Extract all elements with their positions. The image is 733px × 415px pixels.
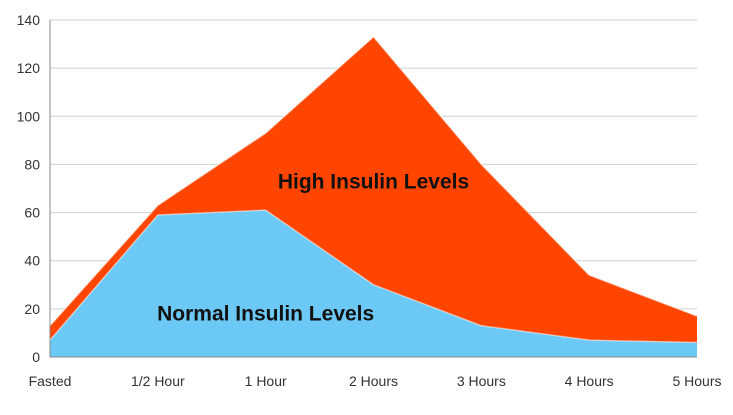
axes — [49, 20, 697, 358]
annotation-label-1: Normal Insulin Levels — [157, 303, 374, 326]
x-tick-label: Fasted — [29, 373, 72, 389]
x-tick-label: 3 Hours — [457, 373, 506, 389]
x-tick-label: 2 Hours — [349, 373, 398, 389]
plot-areas — [49, 35, 698, 357]
annotation-label-0: High Insulin Levels — [278, 170, 469, 193]
y-tick-label: 120 — [17, 60, 41, 76]
y-tick-label: 40 — [24, 253, 40, 269]
x-tick-label: 4 Hours — [565, 373, 614, 389]
x-tick-label: 1 Hour — [245, 373, 287, 389]
annotations: High Insulin Levels Normal Insulin Levels — [157, 170, 469, 325]
y-tick-label: 20 — [24, 301, 40, 317]
y-tick-label: 80 — [24, 156, 40, 172]
y-tick-label: 60 — [24, 205, 40, 221]
x-tick-label: 5 Hours — [672, 373, 721, 389]
y-tick-label: 100 — [17, 108, 41, 124]
x-tick-label: 1/2 Hour — [131, 373, 185, 389]
y-tick-label: 0 — [32, 349, 40, 365]
y-tick-label: 140 — [17, 12, 41, 28]
tick-labels: 0 20 40 60 80 100 120 140 Fasted 1/2 Hour 1 Hour 2 … — [17, 12, 722, 389]
area-series-1 — [50, 210, 697, 357]
